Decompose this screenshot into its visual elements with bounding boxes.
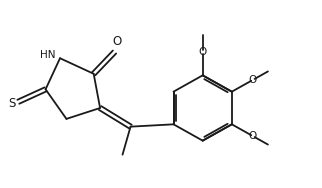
Text: O: O	[249, 75, 257, 85]
Text: S: S	[8, 97, 15, 110]
Text: HN: HN	[40, 49, 56, 59]
Text: O: O	[112, 35, 121, 48]
Text: O: O	[199, 47, 207, 57]
Text: O: O	[249, 131, 257, 141]
